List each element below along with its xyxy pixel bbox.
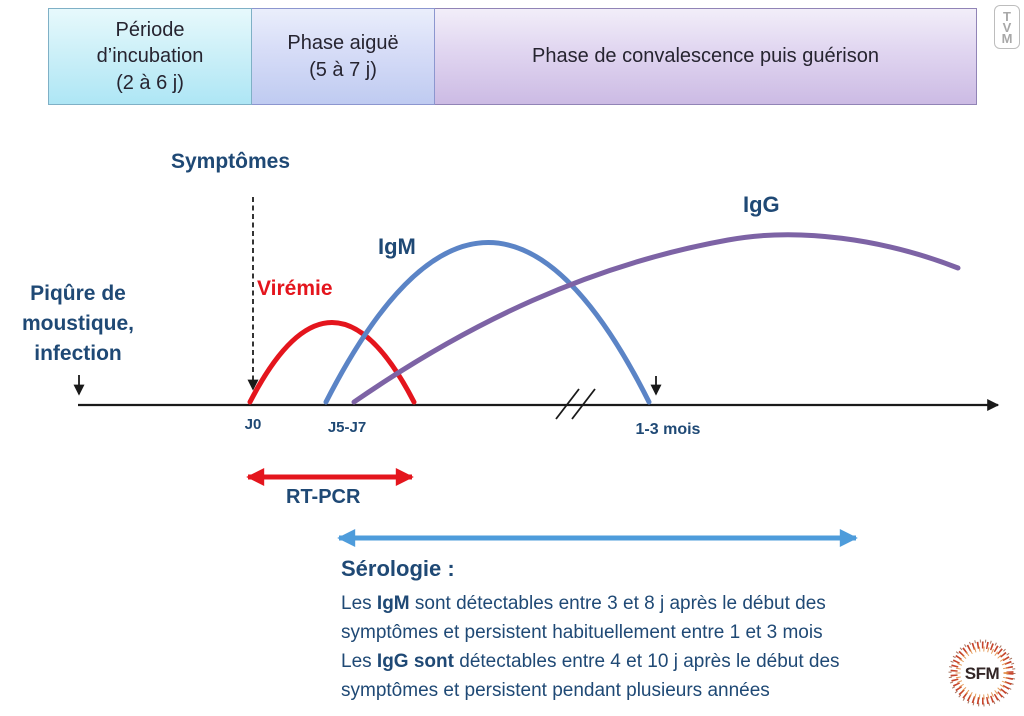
viremie-curve-label: Virémie [257, 277, 333, 300]
sfm-speckle-ring-outer [948, 639, 1016, 707]
serology-line1-pre: Les [341, 593, 377, 614]
symptomes-label: Symptômes [171, 150, 291, 173]
igg-curve-label: IgG [743, 192, 780, 217]
phase-box-convalescence: Phase de convalescence puis guérison [435, 8, 977, 105]
tick-label-j5-j7: J5-J7 [327, 419, 367, 436]
mosquito-bite-label: Piqûre de moustique, infection [21, 282, 134, 365]
serology-line3-pre: Les [341, 651, 377, 672]
sfm-logo: SFM [946, 636, 1018, 710]
viremie-curve [247, 320, 417, 405]
tvm-logo: T V M [994, 5, 1020, 49]
serology-line3-post: détectables entre 4 et 10 j après le déb… [453, 651, 840, 672]
igm-curve-label: IgM [378, 234, 416, 259]
axis-break-slash [555, 388, 580, 420]
serology-line-3: Les IgG sont détectables entre 4 et 10 j… [341, 647, 941, 676]
sfm-logo-graphic: SFM [948, 639, 1016, 707]
axis-break-slash [571, 388, 596, 420]
sfm-speckle-ring-mid [950, 641, 1014, 705]
serology-line3-igg: IgG sont [376, 651, 454, 672]
tick-label-1-3-mois: 1-3 mois [635, 421, 701, 438]
serology-title: Sérologie : [341, 556, 455, 581]
phase-aigue-label: Phase aiguë (5 à 7 j) [287, 32, 399, 81]
phase-box-incubation: Période d’incubation (2 à 6 j) [48, 8, 252, 105]
phase-box-aigue: Phase aiguë (5 à 7 j) [252, 8, 435, 105]
phase-convalescence-label: Phase de convalescence puis guérison [532, 45, 879, 68]
sfm-speckle-ring-inner [955, 646, 1009, 700]
tvm-letter-t: T [1003, 8, 1011, 24]
phase-incubation-label: Période d’incubation (2 à 6 j) [96, 18, 204, 94]
tvm-letter-v: V [1002, 19, 1012, 35]
serology-line1-igm: IgM [376, 593, 410, 614]
serology-line-2: symptômes et persistent habituellement e… [341, 622, 823, 643]
tvm-letter-m: M [1001, 30, 1013, 46]
sfm-center-disc [961, 652, 1003, 694]
serology-line-4: symptômes et persistent pendant plusieur… [341, 680, 770, 701]
phase-header: Période d’incubation (2 à 6 j) Phase aig… [48, 8, 977, 105]
serology-line-1: Les IgM sont détectables entre 3 et 8 j … [341, 589, 941, 618]
sfm-logo-text: SFM [965, 664, 1000, 683]
tick-label-j0: J0 [244, 416, 262, 433]
serology-line1-post: sont détectables entre 3 et 8 j après le… [409, 593, 826, 614]
igm-curve [323, 240, 652, 405]
serology-text-block: Sérologie : Les IgM sont détectables ent… [341, 556, 941, 705]
igg-curve [351, 232, 961, 405]
rtpcr-label: RT-PCR [286, 486, 361, 508]
